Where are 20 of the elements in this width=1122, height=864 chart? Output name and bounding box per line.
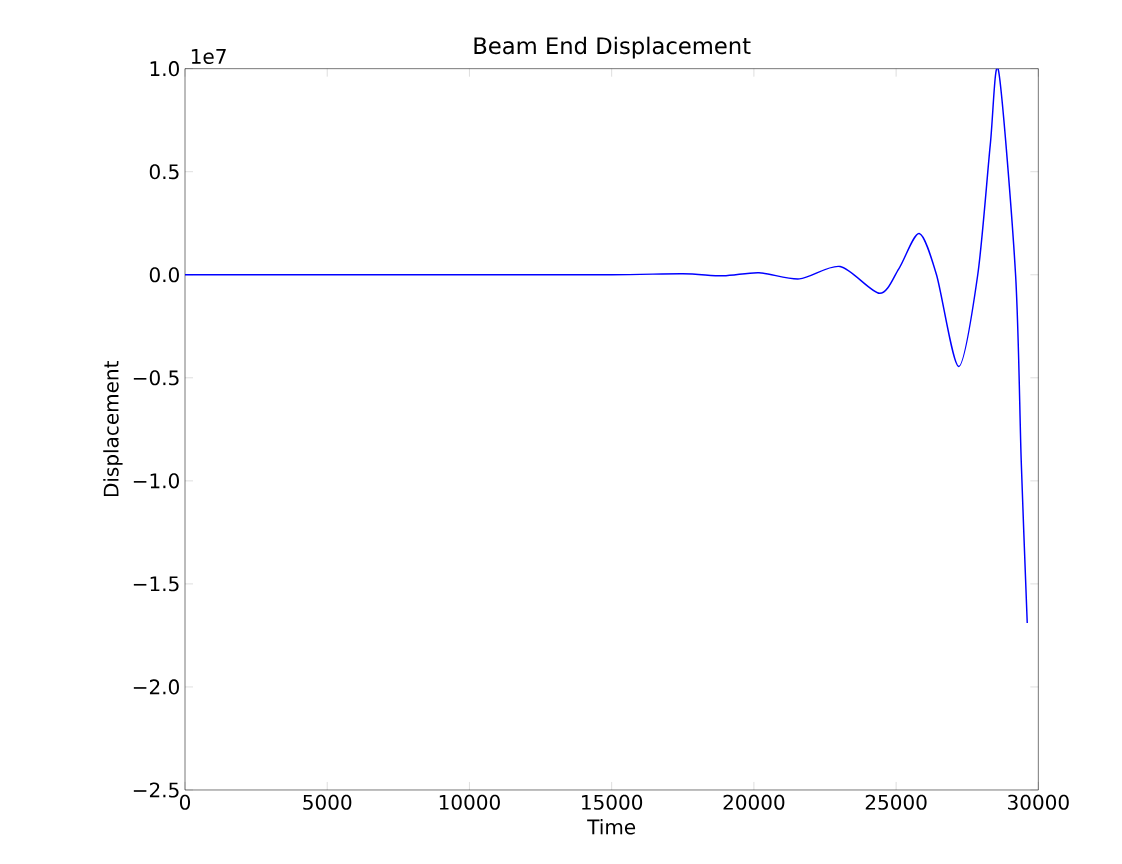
chart-title: Beam End Displacement bbox=[474, 36, 751, 59]
x-tick-label: 5000 bbox=[303, 794, 352, 810]
x-tick-label: 15000 bbox=[582, 794, 643, 810]
y-tick-label: 0.0 bbox=[149, 267, 179, 283]
y-tick-label: −0.5 bbox=[133, 370, 179, 386]
text: 1e7 bbox=[191, 49, 226, 64]
y-tick-label: −1.5 bbox=[133, 576, 179, 592]
x-tick-label: 20000 bbox=[723, 794, 785, 810]
x-tick-label: 0 bbox=[179, 794, 191, 810]
y-tick-label: 0.5 bbox=[149, 164, 179, 180]
y-axis-title: Displacement bbox=[103, 361, 123, 497]
y-tick-label: −2.0 bbox=[133, 679, 179, 695]
y-tick-label: 1.0 bbox=[150, 61, 179, 77]
x-tick-label: 10000 bbox=[439, 794, 500, 810]
x-tick-label: 30000 bbox=[1008, 794, 1069, 810]
x-tick-label: 25000 bbox=[865, 794, 927, 810]
x-axis-title: Time bbox=[587, 818, 636, 835]
line-series bbox=[185, 69, 1028, 624]
y-tick-label: −1.0 bbox=[133, 473, 179, 489]
y-tick-label: −2.5 bbox=[133, 782, 179, 798]
